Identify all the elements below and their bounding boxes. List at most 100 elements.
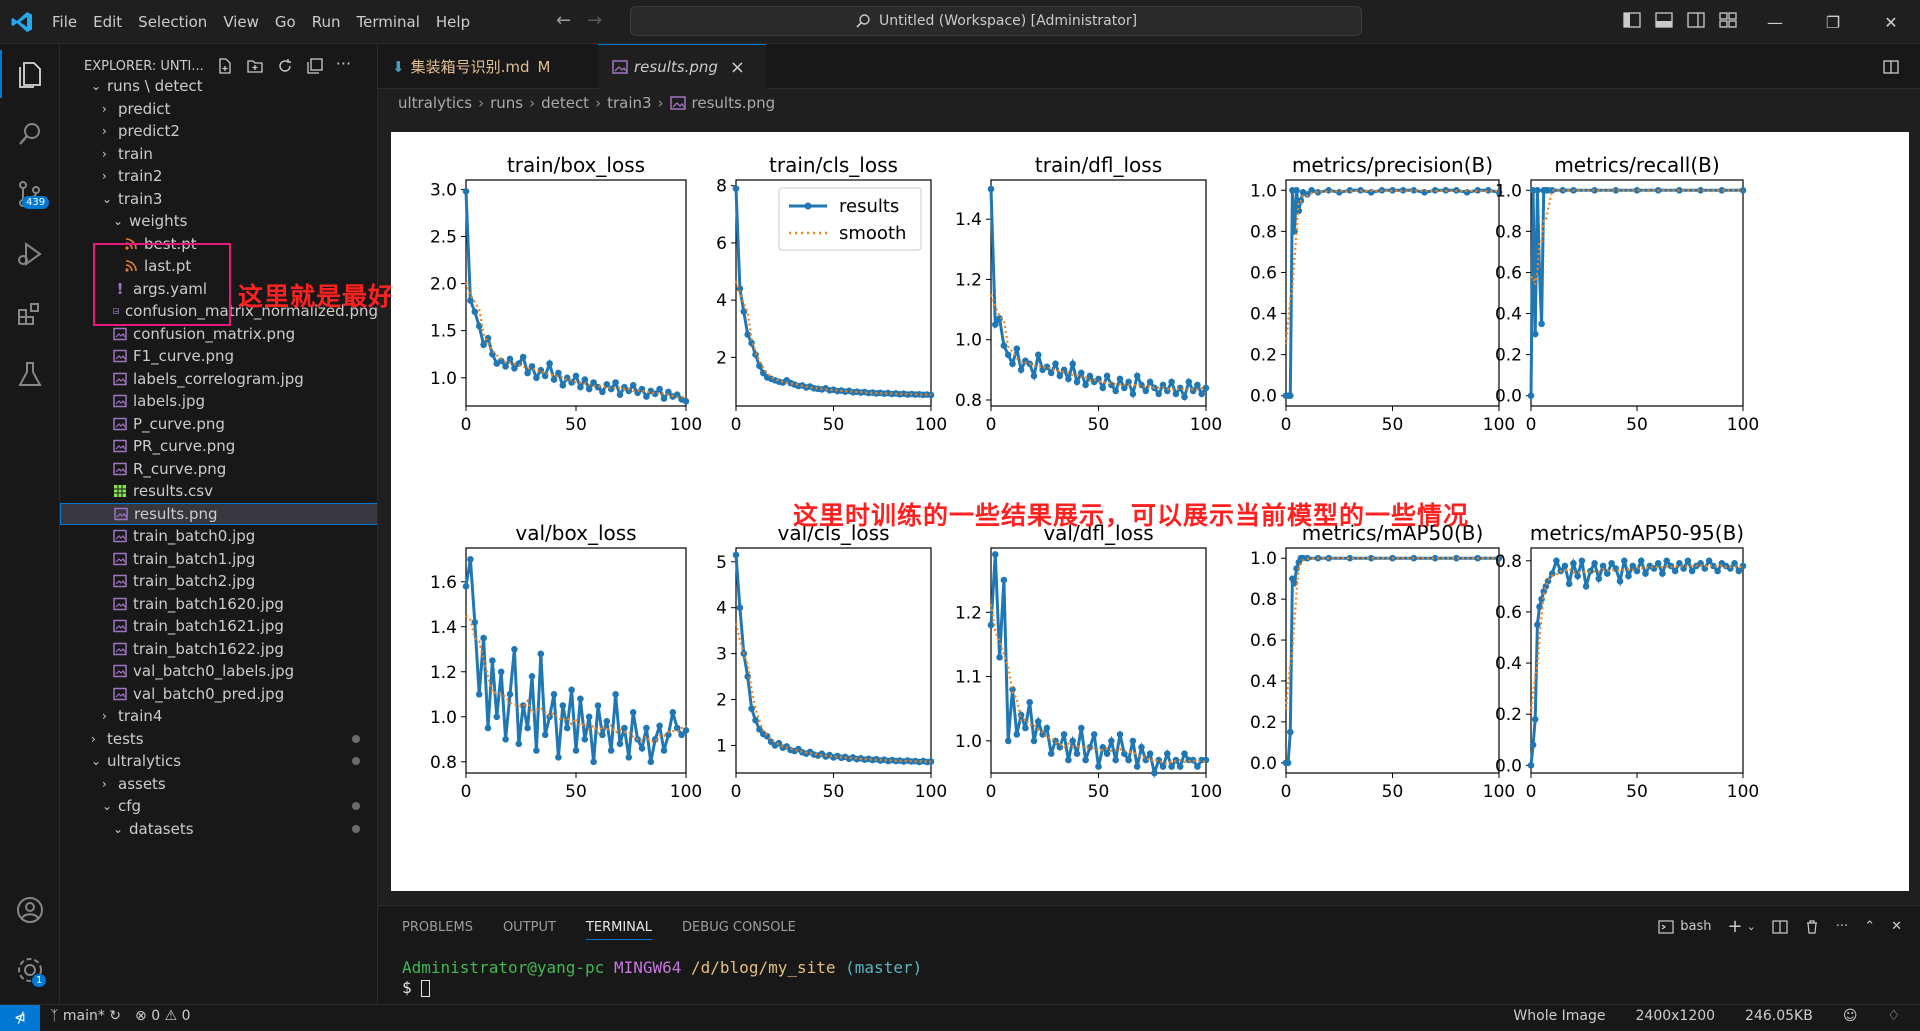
feedback-icon[interactable]: ☺	[1842, 1008, 1858, 1024]
tree-item[interactable]: › predict2	[60, 120, 377, 143]
new-file-icon[interactable]	[216, 57, 234, 75]
restore-icon[interactable]: ❐	[1825, 12, 1841, 32]
explorer-files-icon[interactable]	[14, 58, 46, 90]
tree-item[interactable]: results.csv	[60, 480, 377, 503]
search-view-icon[interactable]	[14, 118, 46, 150]
breadcrumb-item[interactable]: train3	[607, 94, 652, 112]
tree-item[interactable]: last.pt	[60, 255, 377, 278]
tree-item[interactable]: › predict	[60, 98, 377, 121]
menu-go[interactable]: Go	[274, 13, 296, 31]
tree-item[interactable]: ⌄ cfg	[60, 795, 377, 818]
tree-item[interactable]: labels.jpg	[60, 390, 377, 413]
branch-status[interactable]: ᛉ main* ↻	[50, 1008, 121, 1024]
new-terminal-icon[interactable]: +	[1727, 916, 1743, 937]
tree-item[interactable]: confusion_matrix.png	[60, 323, 377, 346]
minimize-icon[interactable]: —	[1767, 12, 1783, 32]
breadcrumb-item[interactable]: ultralytics	[398, 94, 473, 112]
results-point	[572, 372, 580, 380]
split-editor-icon[interactable]	[1882, 58, 1900, 76]
more-icon[interactable]: ···	[1835, 919, 1849, 934]
tree-item[interactable]: ⌄ ultralytics	[60, 750, 377, 773]
tree-item[interactable]: › assets	[60, 773, 377, 796]
tree-item[interactable]: ! args.yaml	[60, 278, 377, 301]
terminal-output[interactable]: Administrator@yang-pc MINGW64 /d/blog/my…	[402, 958, 922, 998]
menu-terminal[interactable]: Terminal	[356, 13, 420, 31]
legend-smooth-label: smooth	[839, 223, 906, 244]
results-point	[647, 758, 655, 766]
tree-item[interactable]: train_batch2.jpg	[60, 570, 377, 593]
tree-item[interactable]: val_batch0_labels.jpg	[60, 660, 377, 683]
forward-arrow-icon[interactable]: →	[587, 10, 619, 31]
tree-item[interactable]: P_curve.png	[60, 413, 377, 436]
tree-item-label: train2	[118, 167, 163, 186]
tree-item[interactable]: ⌄ train3	[60, 188, 377, 211]
split-terminal-icon[interactable]	[1772, 919, 1788, 935]
breadcrumb-item[interactable]: detect	[541, 94, 590, 112]
new-folder-icon[interactable]	[246, 57, 264, 75]
tab-terminal[interactable]: TERMINAL	[585, 920, 653, 940]
tree-item[interactable]: train_batch1621.jpg	[60, 615, 377, 638]
refresh-icon[interactable]	[276, 57, 294, 75]
accounts-icon[interactable]	[14, 894, 46, 926]
tree-item[interactable]: › train	[60, 143, 377, 166]
tree-item[interactable]: › tests	[60, 728, 377, 751]
back-arrow-icon[interactable]: ←	[556, 10, 588, 31]
tab-debug-console[interactable]: DEBUG CONSOLE	[682, 920, 796, 935]
menu-selection[interactable]: Selection	[138, 13, 208, 31]
toggle-sidebar-icon[interactable]	[1622, 10, 1642, 30]
tree-item[interactable]: val_batch0_pred.jpg	[60, 683, 377, 706]
terminal-shell-selector[interactable]: bash	[1658, 919, 1711, 935]
tree-item[interactable]: labels_correlogram.jpg	[60, 368, 377, 391]
close-tab-icon[interactable]: ×	[729, 56, 745, 78]
tree-item[interactable]: confusion_matrix_normalized.png	[60, 300, 377, 323]
tree-item[interactable]: › train4	[60, 705, 377, 728]
tree-item[interactable]: › train2	[60, 165, 377, 188]
run-debug-icon[interactable]	[14, 238, 46, 270]
close-window-icon[interactable]: ✕	[1884, 12, 1898, 32]
x-tick-label: 100	[1190, 415, 1222, 435]
tree-item[interactable]: R_curve.png	[60, 458, 377, 481]
breadcrumb-item[interactable]: runs	[490, 94, 524, 112]
maximize-panel-icon[interactable]: ⌃	[1864, 919, 1876, 934]
menu-run[interactable]: Run	[311, 13, 341, 31]
tree-item[interactable]: train_batch1620.jpg	[60, 593, 377, 616]
tree-item[interactable]: F1_curve.png	[60, 345, 377, 368]
remote-icon[interactable]: ⋪	[0, 1005, 40, 1031]
breadcrumb-item[interactable]: results.png	[691, 94, 776, 112]
testing-flask-icon[interactable]	[14, 358, 46, 390]
customize-layout-icon[interactable]	[1718, 10, 1738, 30]
tab-results-png[interactable]: results.png ×	[598, 44, 766, 89]
tree-item[interactable]: ⌄ weights	[60, 210, 377, 233]
command-center[interactable]: Untitled (Workspace) [Administrator]	[630, 6, 1362, 36]
menu-file[interactable]: File	[52, 13, 78, 31]
tree-item[interactable]: ⌄ runs \ detect	[60, 75, 377, 98]
tree-item[interactable]: train_batch0.jpg	[60, 525, 377, 548]
notifications-bell-icon[interactable]: ♢	[1887, 1008, 1900, 1024]
results-point	[1565, 580, 1573, 588]
menu-edit[interactable]: Edit	[93, 13, 123, 31]
menu-view[interactable]: View	[223, 13, 259, 31]
toggle-secondary-sidebar-icon[interactable]	[1686, 10, 1706, 30]
tab-problems[interactable]: PROBLEMS	[402, 920, 473, 935]
problems-status[interactable]: ⊗ 0 ⚠ 0	[135, 1008, 191, 1024]
tab-markdown[interactable]: ⬇ 集装箱号识别.md M	[378, 44, 598, 89]
toggle-panel-icon[interactable]	[1654, 10, 1674, 30]
tree-item[interactable]: results.png	[60, 502, 377, 525]
tree-item[interactable]: train_batch1.jpg	[60, 548, 377, 571]
smooth-series-line	[1530, 189, 1743, 285]
more-actions-icon[interactable]: ···	[335, 54, 352, 73]
close-panel-icon[interactable]: ✕	[1891, 919, 1902, 934]
extensions-icon[interactable]	[14, 298, 46, 330]
tree-item[interactable]: ⌄ datasets	[60, 818, 377, 841]
tree-item[interactable]: train_batch1622.jpg	[60, 638, 377, 661]
trash-icon[interactable]	[1804, 919, 1820, 935]
tree-item[interactable]: PR_curve.png	[60, 435, 377, 458]
settings-gear-icon[interactable]	[14, 954, 46, 986]
chevron-down-icon[interactable]: ⌄	[1746, 920, 1756, 933]
smooth-series-line	[1284, 557, 1499, 710]
tab-output[interactable]: OUTPUT	[502, 920, 556, 935]
zoom-status[interactable]: Whole Image	[1513, 1008, 1606, 1024]
chevron-right-icon: ›	[102, 709, 107, 724]
menu-help[interactable]: Help	[435, 13, 471, 31]
collapse-all-icon[interactable]	[306, 57, 324, 75]
